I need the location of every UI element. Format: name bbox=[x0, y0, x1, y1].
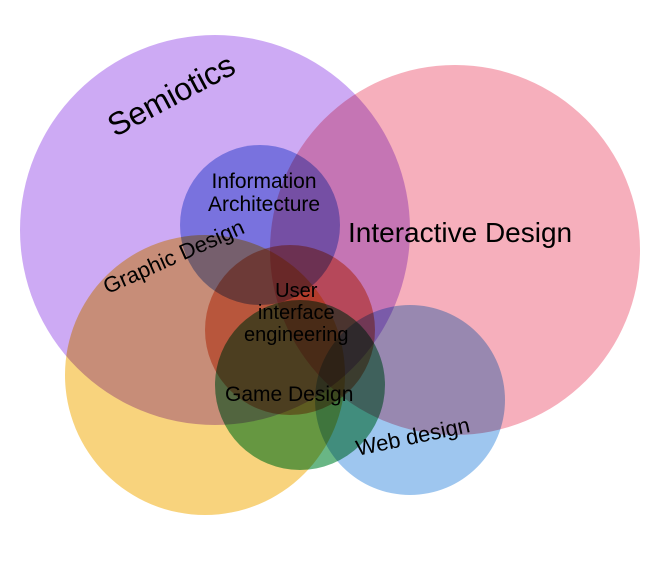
label-interactive-design: Interactive Design bbox=[348, 218, 572, 249]
venn-diagram: Semiotics Information Architecture Inter… bbox=[0, 0, 650, 567]
label-info-architecture: Information Architecture bbox=[208, 170, 320, 216]
label-ui-engineering: User interface engineering bbox=[244, 280, 349, 346]
label-game-design: Game Design bbox=[225, 383, 353, 406]
